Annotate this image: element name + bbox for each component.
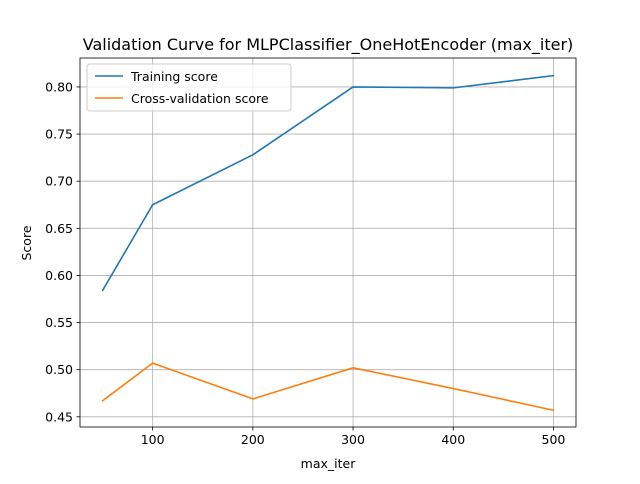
data-point [101, 399, 104, 402]
x-tick-label: 400 [441, 432, 465, 447]
x-tick-label: 300 [341, 432, 365, 447]
y-tick-label: 0.70 [45, 174, 73, 189]
series-layer [101, 74, 555, 412]
data-point [452, 387, 455, 390]
x-tick-label: 100 [141, 432, 165, 447]
data-point [151, 203, 154, 206]
data-point [352, 86, 354, 88]
grid-layer [80, 58, 576, 427]
data-point [452, 87, 455, 89]
x-axis-label: max_iter [301, 456, 357, 471]
legend-label-cross-validation: Cross-validation score [131, 91, 269, 106]
y-tick-label: 0.75 [45, 127, 73, 142]
x-tick-label: 200 [241, 432, 265, 447]
legend-box [86, 63, 292, 112]
training-score-line [101, 74, 554, 291]
x-tick-label: 500 [542, 432, 566, 447]
y-tick-label: 0.65 [45, 221, 73, 236]
data-point [101, 289, 104, 292]
tick-layer: 100 200 300 400 500 0.45 0.50 0.55 0.60 0.65 0.70 0… [45, 79, 565, 447]
data-point [552, 74, 555, 77]
chart-legend: Training score Cross-validation score [86, 63, 292, 112]
y-tick-label: 0.80 [45, 79, 73, 94]
plot-frame [79, 57, 577, 428]
legend-label-training: Training score [130, 69, 218, 84]
y-tick-label: 0.55 [45, 315, 73, 330]
y-tick-label: 0.50 [45, 362, 73, 377]
y-tick-label: 0.45 [45, 409, 73, 424]
cross-validation-score-line [102, 362, 554, 412]
chart-title: Validation Curve for MLPClassifier_OneHo… [83, 35, 574, 55]
data-point [252, 398, 254, 400]
y-axis-label: Score [19, 225, 34, 260]
data-point [352, 367, 354, 369]
data-point [552, 409, 555, 412]
data-point [151, 362, 154, 364]
y-tick-label: 0.60 [45, 268, 73, 283]
data-point [252, 153, 254, 156]
